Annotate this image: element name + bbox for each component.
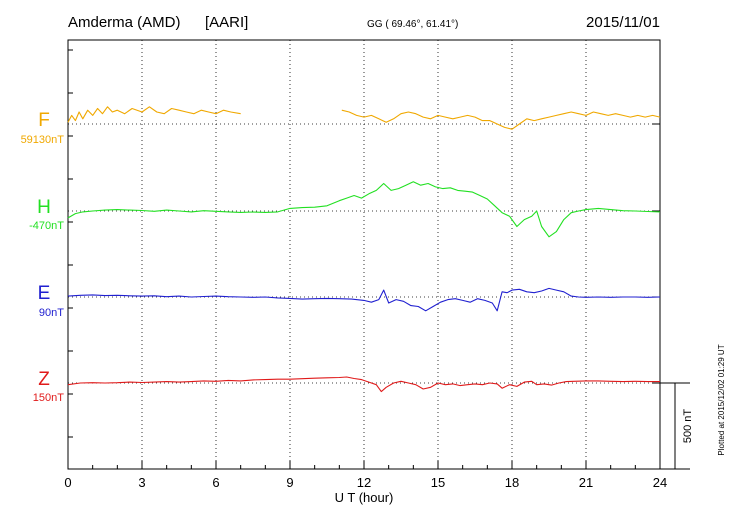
x-tick-label-0: 0 — [64, 475, 71, 490]
series-name-e: E — [38, 283, 51, 304]
series-line-h — [67, 181, 661, 238]
x-tick-label-3: 3 — [138, 475, 145, 490]
series-label-h: H -470nT — [29, 197, 64, 232]
plotted-timestamp: Plotted at 2015/12/02 01:29 UT — [717, 344, 726, 455]
x-tick-label-15: 15 — [431, 475, 445, 490]
series-line-e — [67, 287, 661, 312]
institute-name: [AARI] — [205, 14, 248, 31]
chart-date: 2015/11/01 — [586, 14, 660, 31]
series-label-f: F 59130nT — [21, 110, 65, 146]
x-tick-label-18: 18 — [505, 475, 519, 490]
baseline-value-z: 150nT — [33, 392, 64, 404]
series-lines — [67, 106, 661, 393]
scale-bar: 500 nT — [660, 382, 694, 470]
series-label-e: E 90nT — [38, 283, 65, 319]
station-coordinates: GG ( 69.46°, 61.41°) — [367, 19, 458, 30]
scale-bar-label: 500 nT — [682, 409, 694, 444]
series-line-f — [341, 109, 661, 130]
baseline-value-e: 90nT — [39, 307, 64, 319]
x-tick-label-21: 21 — [579, 475, 593, 490]
series-name-h: H — [37, 197, 51, 218]
baseline-value-f: 59130nT — [21, 134, 65, 146]
vertical-gridlines — [141, 40, 587, 469]
baseline-value-h: -470nT — [29, 220, 64, 232]
x-tick-label-24: 24 — [653, 475, 667, 490]
x-axis-ticks: 0 3 6 9 12 15 18 21 24 — [64, 49, 667, 490]
x-tick-label-12: 12 — [357, 475, 371, 490]
series-line-z — [67, 376, 660, 393]
x-axis-label: U T (hour) — [335, 490, 394, 505]
x-tick-label-9: 9 — [286, 475, 293, 490]
series-line-f — [67, 106, 241, 123]
series-name-z: Z — [38, 369, 50, 390]
station-name: Amderma (AMD) — [68, 14, 181, 31]
series-label-z: Z 150nT — [33, 369, 64, 404]
x-tick-label-6: 6 — [212, 475, 219, 490]
series-name-f: F — [38, 110, 50, 131]
